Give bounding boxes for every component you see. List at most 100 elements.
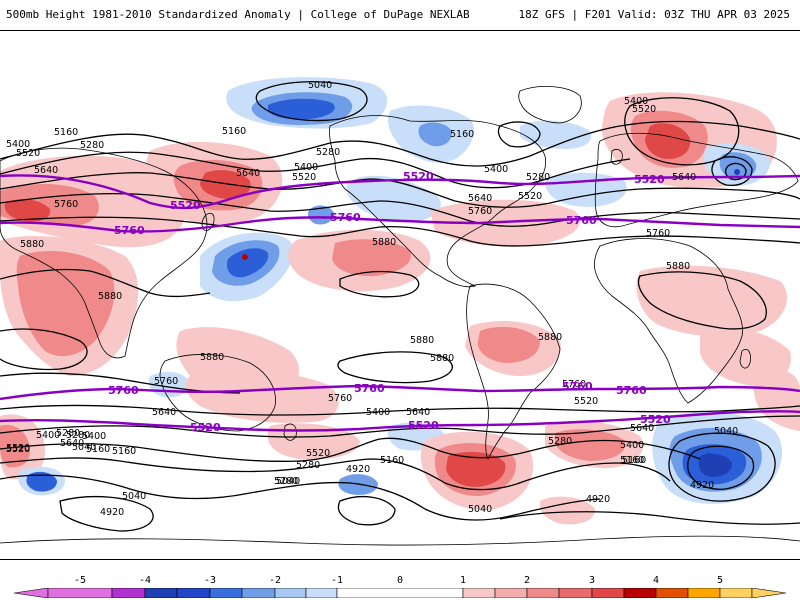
- contour-label: 5040: [468, 504, 492, 515]
- colorbar-tick-label: -5: [73, 575, 87, 586]
- contour-label: 5400: [82, 431, 106, 442]
- height-contours: [0, 81, 800, 532]
- colorbar-tick-label: -3: [203, 575, 217, 586]
- contour-line: [0, 404, 800, 416]
- europe-outline: [594, 132, 799, 228]
- colorbar-tick-label: 2: [523, 575, 531, 586]
- colorbar-segment: [176, 588, 211, 598]
- purple-contour-label: 5760: [330, 211, 361, 224]
- contour-label: 5400: [6, 139, 30, 150]
- anomaly-positive-region: [332, 239, 411, 277]
- colorbar-segment: [336, 588, 464, 598]
- purple-contour-label: 5520: [640, 413, 671, 426]
- colorbar-segment: [719, 588, 753, 598]
- contour-label: 5640: [236, 168, 260, 179]
- anomaly-negative-region: [698, 453, 733, 477]
- purple-contour-label: 5760: [114, 224, 145, 237]
- contour-label: 5160: [54, 127, 78, 138]
- anomaly-positive-region: [753, 369, 800, 431]
- contour-line: [0, 151, 631, 189]
- colorbar-tick-label: -1: [330, 575, 344, 586]
- purple-contour-label: 5520: [408, 419, 439, 432]
- contour-line: [0, 328, 88, 371]
- contour-label: 5040: [714, 426, 738, 437]
- anomaly-negative-region: [268, 98, 335, 120]
- reference-contour-labels: 5520 5520 5520 5760 5760 5760 5760 5760 …: [108, 170, 671, 434]
- contour-label: 5640: [34, 165, 58, 176]
- colorbar-tick-label: 3: [588, 575, 596, 586]
- contour-label: 5400: [366, 407, 390, 418]
- contour-line: [0, 474, 601, 521]
- model-run-info: 18Z GFS | F201 Valid: 03Z THU APR 03 202…: [518, 8, 790, 21]
- contour-label: 5040: [72, 442, 96, 453]
- contour-label: 5640: [406, 407, 430, 418]
- contour-line: [724, 162, 747, 181]
- contour-label: 5880: [98, 291, 122, 302]
- colorbar-tick-label: 5: [716, 575, 724, 586]
- contour-label: 5160: [222, 126, 246, 137]
- contour-label: 5760: [468, 206, 492, 217]
- colorbar-arrow-right: [751, 588, 787, 598]
- contour-label: 4920: [586, 494, 610, 505]
- contour-label: 4920: [100, 507, 124, 518]
- contour-label: 5400: [624, 96, 648, 107]
- contour-line: [687, 445, 755, 490]
- contour-label: 5760: [54, 199, 78, 210]
- contour-line: [668, 432, 776, 502]
- purple-contour-5760-sh: [0, 384, 800, 401]
- contour-line: [337, 351, 453, 384]
- anomaly-negative-region: [520, 120, 592, 149]
- anomaly-negative-region: [226, 248, 269, 278]
- pressure-center-marker: [242, 254, 248, 260]
- contour-label: 5040: [122, 491, 146, 502]
- anomaly-positive-region: [539, 496, 595, 525]
- colorbar-segment: [591, 588, 625, 598]
- anomaly-positive-region: [645, 123, 691, 159]
- colorbar-segment: [494, 588, 528, 598]
- greenland-outline: [518, 86, 582, 124]
- anomaly-positive-region: [4, 199, 51, 222]
- colorbar-segment: [209, 588, 243, 598]
- purple-contour-label: 5520: [403, 170, 434, 183]
- contour-label: 5160: [86, 444, 110, 455]
- contour-line: [255, 81, 368, 122]
- contour-label: 5040: [308, 80, 332, 91]
- map-title: 500mb Height 1981-2010 Standardized Anom…: [6, 8, 470, 21]
- contour-label: 5880: [666, 261, 690, 272]
- reference-contours: [0, 174, 800, 432]
- coastlines: [0, 86, 800, 546]
- contour-label: 5640: [152, 407, 176, 418]
- colorbar-segment: [623, 588, 657, 598]
- contour-line: [0, 437, 701, 462]
- madagascar-outline: [739, 348, 751, 369]
- contour-line: [637, 271, 767, 330]
- south-america-outline: [466, 283, 561, 460]
- purple-contour-label: 5760: [566, 214, 597, 227]
- contour-label: 5400: [294, 162, 318, 173]
- pressure-center-marker: [734, 169, 740, 175]
- colorbar-segment: [526, 588, 560, 598]
- colorbar-segment: [687, 588, 721, 598]
- colorbar-segment: [47, 588, 113, 598]
- colorbar-segment: [241, 588, 276, 598]
- contour-label: 5160: [620, 455, 644, 466]
- colorbar-segment: [144, 588, 178, 598]
- contour-label: 5160: [622, 455, 646, 466]
- contour-label: 5520: [518, 191, 542, 202]
- contour-line: [0, 216, 800, 247]
- anomaly-negative-region: [418, 122, 452, 147]
- contour-label: 5520: [16, 148, 40, 159]
- japan-outline: [201, 212, 215, 231]
- anomaly-map: 5040 5160 5400 5520 5160 5160 5280 5280 …: [0, 77, 800, 546]
- contour-line: [0, 268, 211, 298]
- contour-label: 5040: [276, 476, 300, 487]
- contour-label: 5520: [632, 104, 656, 115]
- contour-label: 5520: [6, 443, 30, 454]
- contour-label: 5760: [646, 228, 670, 239]
- map-area: 5040 5160 5400 5520 5160 5160 5280 5280 …: [0, 30, 800, 560]
- anomaly-shading: [0, 77, 800, 525]
- colorbar-tick-label: -4: [138, 575, 152, 586]
- anomaly-positive-region: [555, 429, 626, 461]
- contour-label: 5520: [306, 448, 330, 459]
- colorbar-segment: [558, 588, 593, 598]
